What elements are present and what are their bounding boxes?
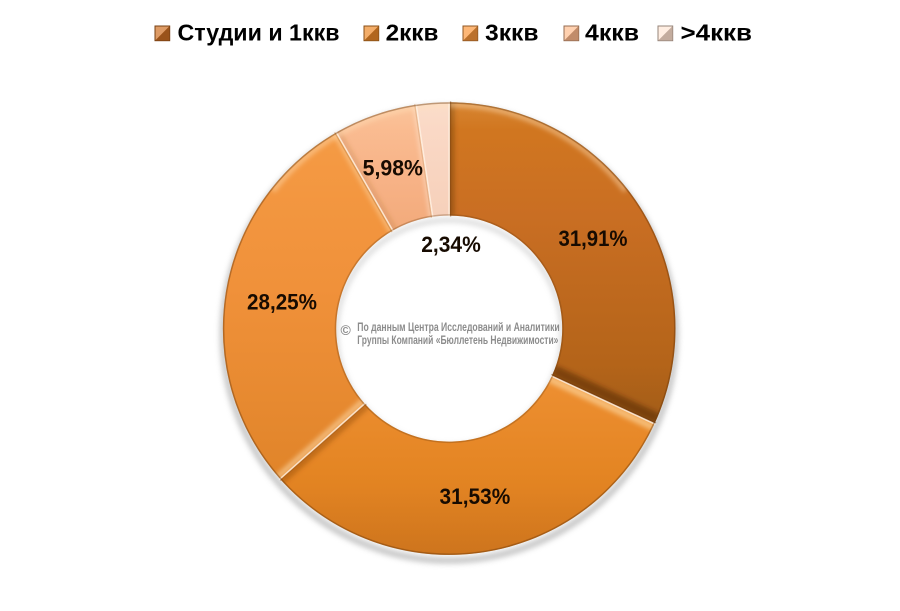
svg-text:3ккв: 3ккв [485,19,539,45]
svg-text:28,25%: 28,25% [247,289,317,314]
svg-text:По данным Центра Исследований: По данным Центра Исследований и Аналитик… [357,320,559,334]
svg-text:5,98%: 5,98% [363,156,423,181]
svg-text:Группы Компаний «Бюллетень Нед: Группы Компаний «Бюллетень Недвижимости» [357,333,558,347]
svg-text:2ккв: 2ккв [386,19,439,45]
svg-text:>4ккв: >4ккв [681,19,753,45]
svg-text:Студии и 1ккв: Студии и 1ккв [178,19,340,45]
svg-text:©: © [341,322,352,338]
svg-text:2,34%: 2,34% [421,232,481,257]
svg-text:31,53%: 31,53% [440,484,511,509]
svg-text:4ккв: 4ккв [585,19,639,45]
svg-text:31,91%: 31,91% [559,226,628,251]
